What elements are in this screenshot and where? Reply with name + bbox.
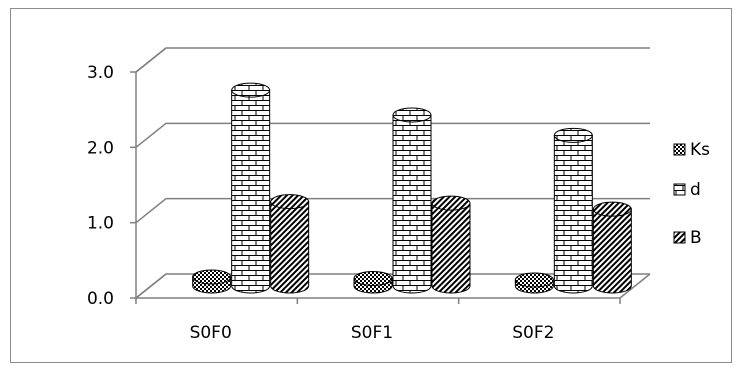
bar-B-S0F0 — [270, 194, 310, 294]
bar-top — [592, 201, 632, 217]
bar-body — [231, 89, 271, 294]
legend-swatch — [673, 231, 686, 244]
bar-top — [514, 272, 554, 288]
gridline — [135, 122, 650, 148]
legend-label: B — [690, 228, 702, 248]
bar-d-S0F1 — [392, 107, 432, 294]
bar-d-S0F0 — [231, 82, 271, 294]
y-tick-label: 2.0 — [87, 138, 114, 158]
y-tick-label: 0.0 — [87, 289, 114, 309]
bar-top — [353, 270, 393, 286]
gridline — [135, 47, 650, 73]
bar-body — [270, 201, 310, 294]
gridlines — [130, 47, 650, 304]
bar-body — [592, 208, 632, 294]
bar-top — [270, 194, 310, 210]
x-category-label: S0F0 — [190, 323, 232, 343]
bar-body — [392, 114, 432, 294]
side-wall-edges — [135, 47, 167, 299]
legend-label: d — [690, 180, 701, 200]
x-axis-category-labels: S0F0 S0F1 S0F2 — [190, 323, 555, 343]
bar-top — [392, 107, 432, 123]
legend: Ks d B — [673, 140, 710, 248]
legend-item-Ks: Ks — [673, 140, 710, 160]
legend-item-B: B — [673, 228, 702, 248]
legend-swatch — [673, 183, 686, 196]
gridline — [135, 273, 650, 299]
bar-body — [431, 202, 471, 294]
bar-top — [192, 269, 232, 285]
bar-body — [553, 134, 593, 294]
x-category-label: S0F1 — [351, 323, 393, 343]
gridline — [135, 197, 650, 224]
bar-Ks-S0F2 — [514, 272, 554, 294]
y-tick-label: 1.0 — [87, 214, 114, 234]
x-category-label: S0F2 — [512, 323, 554, 343]
legend-label: Ks — [690, 140, 710, 160]
bar-top — [553, 127, 593, 143]
y-axis-tick-labels: 0.0 1.0 2.0 3.0 — [87, 63, 114, 309]
chart-border — [10, 8, 732, 363]
bar-Ks-S0F0 — [192, 269, 232, 294]
legend-swatch — [673, 143, 686, 156]
bar-B-S0F2 — [592, 201, 632, 294]
y-tick-label: 3.0 — [87, 63, 114, 83]
legend-item-d: d — [673, 180, 701, 200]
bars — [192, 82, 632, 294]
bar-d-S0F2 — [553, 127, 593, 294]
bar-Ks-S0F1 — [353, 270, 393, 294]
bar-B-S0F1 — [431, 195, 471, 294]
bar-top — [231, 82, 271, 98]
bar-top — [431, 195, 471, 211]
